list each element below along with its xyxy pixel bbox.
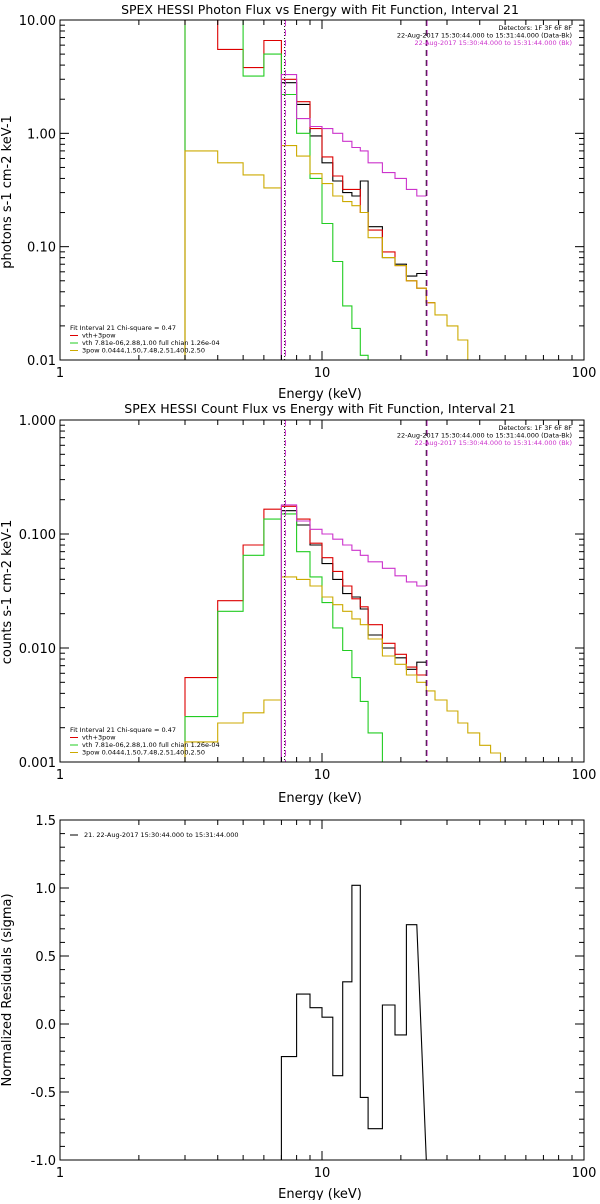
series-vth-3pow (184, 505, 427, 762)
y-tick-label: 10.00 (19, 14, 56, 29)
header-text: 22-Aug-2017 15:30:44.000 to 15:31:44.000… (397, 432, 572, 440)
photon-flux-panel: SPEX HESSI Photon Flux vs Energy with Fi… (0, 2, 596, 402)
series-vth (184, 20, 383, 360)
series-3pow (184, 576, 510, 762)
y-tick-label: 1.00 (27, 127, 56, 142)
axes-frame (59, 819, 585, 1161)
header-text: 22-Aug-2017 15:30:44.000 to 15:31:44.000… (397, 32, 572, 40)
x-axis-label: Energy (keV) (278, 1187, 362, 1200)
legend-label: 3pow 0.0444,1.50,7.48,2.51,400,2.50 (82, 749, 205, 757)
legend-label: vth 7.81e-06,2.88,1.00 full chian 1.26e-… (82, 339, 220, 347)
legend-label: Fit Interval 21 Chi-square = 0.47 (70, 726, 176, 734)
x-tick-label: 10 (314, 1166, 331, 1181)
x-tick-label: 10 (314, 366, 331, 381)
y-tick-label: 1.5 (35, 814, 56, 829)
x-axis-label: Energy (keV) (278, 791, 362, 806)
y-tick-label: 0.10 (27, 241, 56, 256)
series-vth-3pow (184, 20, 435, 360)
x-axis-label: Energy (keV) (278, 387, 362, 402)
x-tick-label: 1 (56, 366, 64, 381)
y-tick-label: -1.0 (31, 1154, 56, 1169)
y-tick-label: 1.000 (19, 414, 56, 429)
legend-label: 3pow 0.0444,1.50,7.48,2.51,400,2.50 (82, 347, 205, 355)
header-text: 22-Aug-2017 15:30:44.000 to 15:31:44.000… (415, 439, 572, 447)
y-tick-label: 0.010 (19, 642, 56, 657)
count-flux-panel: SPEX HESSI Count Flux vs Energy with Fit… (0, 401, 596, 806)
residuals-panel: Energy (keV) Normalized Residuals (sigma… (0, 814, 597, 1202)
series-residuals (280, 884, 427, 1160)
y-axis-label: Normalized Residuals (sigma) (0, 893, 15, 1086)
legend-label: vth+3pow (82, 734, 116, 742)
x-tick-label: 100 (572, 366, 597, 381)
plot-area (280, 884, 427, 1160)
header-text: Detectors: 1F 3F 6F 8F (498, 24, 572, 32)
y-tick-label: -0.5 (31, 1086, 56, 1101)
series-data (280, 510, 427, 762)
y-axis-label: photons s-1 cm-2 keV-1 (0, 115, 15, 269)
x-tick-label: 1 (56, 1166, 64, 1181)
y-tick-label: 0.001 (19, 756, 56, 771)
header-text: Detectors: 1F 3F 6F 8F (498, 424, 572, 432)
series-vth (184, 513, 395, 762)
x-tick-label: 100 (572, 768, 597, 783)
y-tick-label: 0.5 (35, 950, 56, 965)
panel-title: SPEX HESSI Count Flux vs Energy with Fit… (124, 401, 515, 416)
y-tick-label: 1.0 (35, 882, 56, 897)
x-tick-label: 100 (572, 1166, 597, 1181)
legend-label: Fit Interval 21 Chi-square = 0.47 (70, 324, 176, 332)
y-tick-label: 0.01 (27, 354, 56, 369)
series-background (280, 504, 427, 762)
x-tick-label: 10 (314, 768, 331, 783)
series-background (280, 74, 427, 360)
header-text: 22-Aug-2017 15:30:44.000 to 15:31:44.000… (415, 39, 572, 47)
series-data (280, 82, 427, 360)
plot-area (184, 420, 510, 762)
plot-area (184, 20, 480, 360)
legend-label: vth+3pow (82, 332, 116, 340)
legend-label: vth 7.81e-06,2.88,1.00 full chian 1.26e-… (82, 741, 220, 749)
x-tick-label: 1 (56, 768, 64, 783)
y-tick-label: 0.0 (35, 1018, 56, 1033)
legend-label: 21. 22-Aug-2017 15:30:44.000 to 15:31:44… (84, 831, 239, 839)
y-tick-label: 0.100 (19, 528, 56, 543)
y-axis-label: counts s-1 cm-2 keV-1 (0, 520, 15, 665)
series-3pow (184, 145, 480, 360)
panel-title: SPEX HESSI Photon Flux vs Energy with Fi… (121, 2, 519, 17)
